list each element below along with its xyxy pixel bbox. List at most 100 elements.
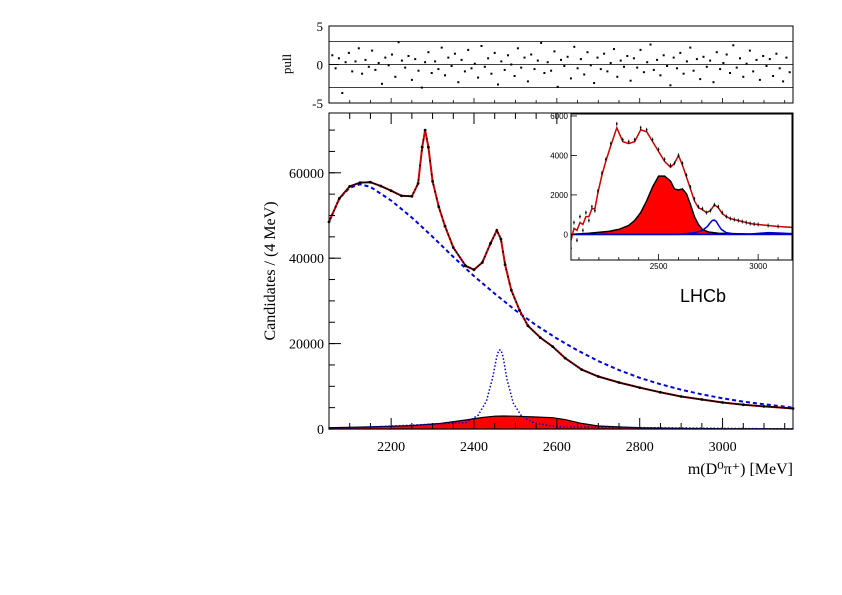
data-bin-point [623, 382, 625, 385]
pull-point [788, 71, 791, 74]
pull-point [652, 68, 655, 71]
pull-point [712, 81, 715, 84]
data-bin-point [449, 238, 451, 240]
pull-point [344, 61, 347, 64]
data-bin-point [391, 190, 393, 193]
data-bin-point [573, 363, 576, 366]
pull-point [407, 55, 410, 57]
pull-point [785, 56, 788, 59]
main-y-ticks: 0 20000 40000 60000 [289, 129, 341, 438]
data-bin-point [768, 405, 771, 408]
data-bin-point [752, 404, 755, 407]
data-bin-point [629, 384, 632, 387]
pull-point [705, 65, 708, 68]
pull-point [755, 58, 758, 61]
pull-point [636, 66, 639, 69]
pull-point [739, 57, 741, 60]
data-bin-point [543, 339, 546, 342]
data-bin-point [478, 263, 481, 266]
x-axis-label: m(D⁰π⁺) [MeV] [688, 461, 793, 478]
pull-point [569, 77, 572, 80]
pull-point [768, 58, 771, 61]
data-bin-point [634, 385, 637, 388]
data-bin-point [676, 394, 678, 397]
data-bin-point [480, 262, 483, 265]
data-bin-point [628, 384, 630, 386]
data-bin-point [556, 350, 559, 353]
data-bin-point [689, 397, 692, 399]
data-bin-point [729, 402, 731, 405]
pull-point [725, 53, 728, 56]
data-bin-point [750, 404, 753, 407]
data-bin-point [780, 406, 783, 409]
pull-point [447, 56, 450, 59]
pull-point [427, 51, 430, 54]
inset-data-point [621, 138, 624, 141]
pull-point [543, 72, 546, 74]
data-bin-point [704, 399, 707, 401]
data-bin-point [459, 256, 461, 259]
data-bin-point [616, 381, 619, 383]
data-bin-point [482, 259, 484, 262]
data-bin-point [705, 399, 708, 402]
pull-point [357, 47, 360, 50]
data-bin-point [434, 190, 436, 193]
data-bin-point [341, 194, 344, 197]
data-bin-point [563, 356, 566, 359]
data-bin-point [435, 197, 438, 200]
pull-point [434, 60, 437, 63]
pull-y-ticks: -5 0 5 [312, 19, 339, 111]
pull-point [566, 55, 569, 58]
data-bin-point [536, 334, 539, 337]
data-bin-point [657, 391, 660, 393]
data-bin-point [349, 185, 352, 188]
data-bin-point [773, 406, 776, 409]
data-bin-point [384, 187, 387, 190]
data-bin-point [372, 182, 375, 185]
pull-points [331, 41, 791, 94]
data-bin-point [571, 362, 574, 365]
pull-point [533, 68, 536, 71]
data-point [499, 237, 503, 241]
data-bin-point [664, 392, 667, 395]
data-bin-point [691, 397, 693, 399]
pull-point [772, 75, 775, 77]
data-bin-point [490, 240, 493, 243]
data-bin-point [767, 405, 769, 408]
inset-data-point [741, 220, 744, 223]
pull-point [546, 61, 549, 64]
data-bin-point [646, 388, 649, 391]
data-bin-point [566, 358, 569, 361]
data-bin-point [346, 188, 349, 191]
data-bin-point [513, 297, 516, 300]
data-bin-point [667, 393, 670, 395]
pull-point [364, 58, 367, 61]
x-tick-label: 2800 [626, 440, 654, 455]
data-bin-point [679, 395, 682, 398]
data-bin-point [707, 399, 710, 402]
pull-point [540, 41, 543, 44]
pull-point [384, 56, 387, 59]
data-point [489, 241, 492, 245]
pull-point [629, 79, 632, 82]
data-bin-point [545, 340, 547, 343]
pull-point [719, 68, 722, 71]
inset-data-point [651, 138, 654, 141]
inset-y-tick-label: 2000 [550, 191, 568, 200]
inset-data-point [601, 172, 603, 175]
data-bin-point [366, 181, 368, 184]
data-bin-point [508, 282, 511, 285]
data-bin-point [518, 309, 521, 312]
inset-data-point [693, 197, 696, 200]
pull-point [722, 62, 725, 64]
inset-y-ticks: 0 2000 4000 6000 [550, 112, 577, 239]
pull-point [735, 66, 738, 69]
pull-point [337, 57, 340, 60]
pull-point [685, 60, 688, 63]
pull-point [470, 67, 473, 70]
y-tick-label: 20000 [289, 338, 324, 353]
pull-panel: -5 0 5 pull [279, 19, 794, 111]
pull-point [367, 65, 370, 68]
pull-point [778, 67, 781, 70]
data-bin-point [701, 398, 703, 401]
